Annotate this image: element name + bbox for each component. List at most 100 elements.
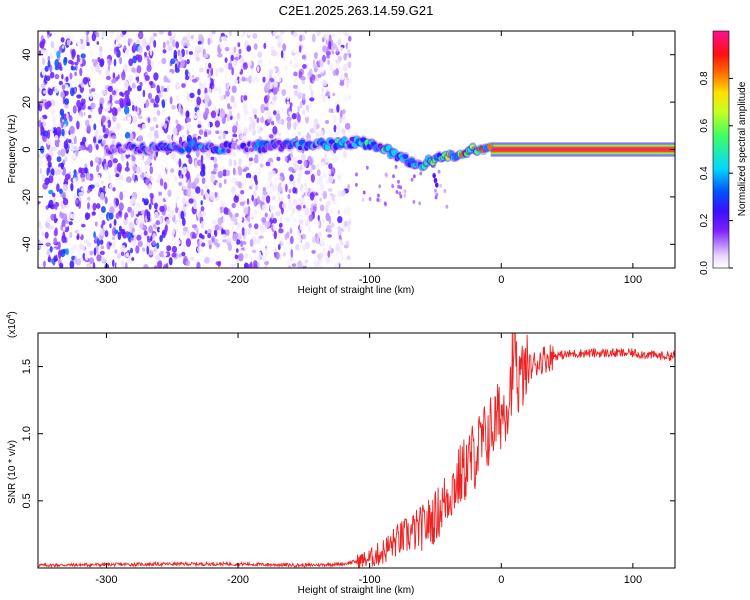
noise-speck	[173, 54, 178, 60]
noise-speck	[316, 236, 319, 245]
noise-speck	[287, 201, 293, 211]
noise-speck	[98, 106, 103, 115]
noise-speck	[159, 235, 163, 243]
noise-speck	[403, 189, 407, 194]
noise-speck	[163, 264, 169, 268]
noise-speck	[253, 43, 258, 50]
noise-speck	[211, 237, 215, 243]
y-tick-label: -40	[21, 236, 33, 252]
noise-speck	[39, 167, 43, 174]
noise-speck	[158, 195, 162, 204]
noise-speck	[337, 190, 343, 198]
noise-speck	[435, 192, 439, 197]
noise-speck	[118, 202, 124, 211]
noise-speck	[343, 113, 347, 120]
noise-speck	[166, 40, 170, 46]
noise-speck	[335, 47, 339, 53]
noise-speck	[355, 182, 358, 187]
noise-speck	[175, 41, 179, 49]
noise-speck	[309, 97, 315, 102]
noise-speck	[293, 90, 299, 96]
noise-speck	[98, 69, 102, 75]
noise-speck	[317, 219, 322, 229]
noise-speck	[342, 63, 348, 72]
ridge-tail	[433, 177, 438, 183]
noise-speck	[73, 235, 77, 243]
snr-x-label: Height of straight line (km)	[298, 585, 415, 596]
ridge-tail	[432, 172, 436, 179]
noise-speck	[56, 193, 61, 199]
noise-speck	[296, 51, 300, 56]
noise-speck	[253, 223, 259, 230]
noise-speck	[144, 178, 151, 186]
noise-speck	[111, 78, 117, 84]
noise-speck	[245, 172, 252, 179]
noise-speck	[70, 152, 76, 161]
noise-speck	[211, 170, 217, 175]
noise-speck	[174, 63, 178, 70]
noise-speck	[317, 255, 321, 261]
noise-speck	[240, 33, 245, 38]
noise-speck	[54, 227, 58, 235]
noise-speck	[345, 79, 350, 89]
noise-speck	[197, 124, 202, 128]
noise-speck	[163, 252, 168, 257]
noise-speck	[50, 40, 55, 49]
noise-speck	[86, 262, 90, 268]
noise-speck	[127, 38, 133, 44]
noise-speck	[281, 89, 287, 96]
noise-speck	[337, 213, 343, 217]
noise-speck	[111, 236, 116, 241]
noise-speck	[117, 253, 121, 260]
noise-speck	[361, 197, 365, 202]
ridge-band-core	[490, 148, 675, 151]
noise-speck	[82, 77, 89, 85]
noise-speck	[227, 62, 233, 70]
noise-speck	[156, 178, 160, 184]
noise-speck	[355, 172, 358, 177]
noise-speck	[125, 50, 130, 55]
noise-speck	[224, 70, 228, 80]
noise-speck	[80, 120, 85, 127]
noise-speck	[257, 59, 263, 64]
noise-speck	[69, 231, 73, 239]
noise-speck	[237, 42, 241, 48]
noise-speck	[143, 264, 149, 268]
noise-speck	[313, 260, 318, 268]
noise-speck	[300, 75, 306, 81]
noise-speck	[116, 122, 121, 131]
noise-speck	[233, 101, 237, 110]
noise-speck	[82, 92, 86, 100]
noise-speck	[243, 101, 248, 106]
noise-speck	[153, 32, 157, 37]
noise-speck	[140, 99, 146, 104]
noise-speck	[184, 206, 189, 214]
noise-speck	[317, 214, 320, 221]
noise-speck	[105, 69, 110, 76]
noise-speck	[248, 75, 252, 84]
noise-speck	[70, 87, 75, 97]
noise-speck	[225, 121, 230, 127]
noise-speck	[182, 230, 187, 236]
noise-speck	[237, 165, 242, 172]
noise-speck	[214, 191, 218, 198]
noise-speck	[100, 206, 106, 213]
colorbar-tick-label: 0.6	[699, 118, 710, 132]
noise-speck	[328, 40, 332, 50]
noise-speck	[211, 31, 216, 35]
noise-speck	[171, 234, 175, 242]
noise-speck	[340, 47, 344, 52]
noise-speck	[131, 90, 138, 99]
noise-speck	[274, 177, 280, 183]
noise-speck	[104, 196, 108, 205]
noise-speck	[135, 105, 138, 112]
noise-speck	[246, 177, 251, 187]
noise-speck	[264, 261, 269, 265]
noise-speck	[81, 176, 85, 183]
noise-speck	[277, 80, 280, 89]
noise-speck	[235, 191, 239, 197]
noise-speck	[149, 126, 155, 132]
noise-speck	[124, 105, 130, 115]
noise-speck	[289, 212, 294, 219]
noise-speck	[279, 31, 283, 37]
